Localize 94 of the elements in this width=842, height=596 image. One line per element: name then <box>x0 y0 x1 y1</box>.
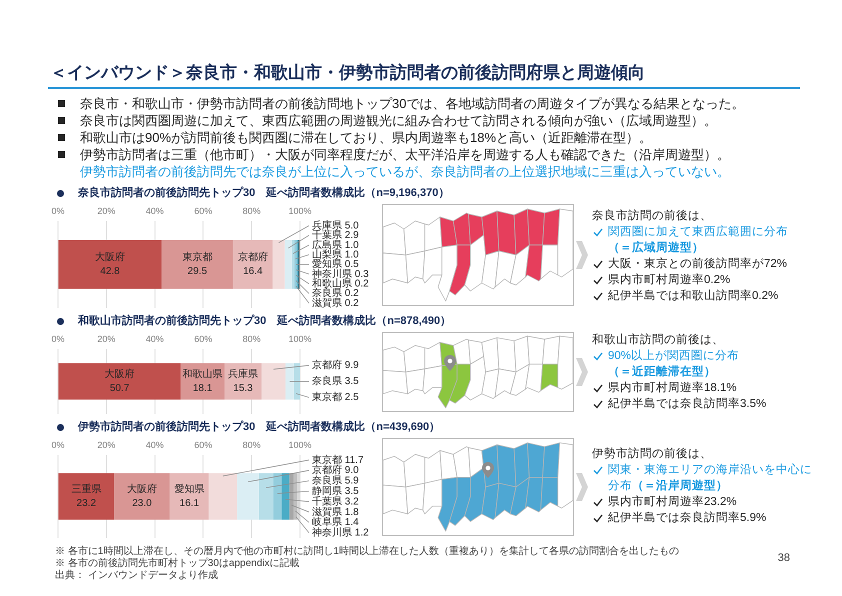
text: ＜インバウンド＞奈良市・和歌山市・伊勢市訪問者の前後訪問府県と周遊傾向 <box>50 62 645 84</box>
text: ※ 各市の前後訪問先市町村トップ30はappendixに記載 <box>55 558 300 570</box>
bar <box>58 240 162 289</box>
x-tick-label: 0% <box>51 206 65 216</box>
series-label: 愛知県 <box>174 483 204 496</box>
bar <box>114 473 170 520</box>
bar <box>258 473 274 520</box>
x-tick-label: 60% <box>194 334 212 344</box>
x-tick-label: 100% <box>288 206 312 216</box>
bar <box>272 240 285 289</box>
text: 奈良市・和歌山市・伊勢市訪問者の前後訪問地トップ30では、各地域訪問者の周遊タイプが異なる結果となった。 <box>80 95 744 112</box>
data-label: 23.0 <box>132 498 152 510</box>
x-tick-label: 100% <box>288 440 312 450</box>
text: 岐阜県 1.4 <box>312 517 359 528</box>
text: 山梨県 1.0 <box>312 249 359 260</box>
series-label: 東京都 <box>182 251 212 264</box>
text: 伊勢市訪問の前後は、 <box>592 446 712 462</box>
chart-title: 和歌山市訪問者の前後訪問先トップ30 延べ訪問者数構成比（n=878,490） <box>78 314 452 329</box>
text: 静岡県 3.5 <box>312 486 359 497</box>
text: 関西圏に加えて東西広範囲に分布（＝広域周遊型） <box>608 226 788 254</box>
bar <box>285 363 294 400</box>
bar <box>208 473 238 520</box>
text: 紀伊半島では和歌山訪問率0.2% <box>608 288 778 304</box>
text: 伊勢市訪問者は三重（他市町）・大阪が同率程度だが、太平洋沿岸を周遊する人も確認できた（沿岸周遊型）。 <box>80 146 730 163</box>
bar <box>162 240 233 289</box>
x-tick-label: 80% <box>242 206 261 216</box>
text: 東京都 11.7 <box>312 454 364 466</box>
text: 90%以上が関西圏に分布（＝近距離滞在型） <box>608 350 740 378</box>
bar <box>294 363 300 400</box>
x-tick-label: 20% <box>97 440 116 450</box>
text: 和歌山市訪問の前後は、 <box>592 332 724 348</box>
text: 大阪・東京との前後訪問率が72% <box>608 256 788 272</box>
series-label: 和歌山県 <box>182 368 223 380</box>
text: 奈良県 3.5 <box>312 376 359 388</box>
chart-title: 奈良市訪問者の前後訪問先トップ30 延べ訪問者数構成比（n=9,196,370） <box>78 186 450 201</box>
x-tick-label: 20% <box>97 206 116 216</box>
text: 38 <box>778 552 790 564</box>
text: 京都府 9.0 <box>312 465 359 476</box>
text: 東京都 2.5 <box>312 392 359 404</box>
text: 滋賀県 0.2 <box>312 298 359 309</box>
bar <box>282 473 290 520</box>
data-label: 50.7 <box>110 383 130 394</box>
series-label: 大阪府 <box>126 483 157 496</box>
x-tick-label: 0% <box>51 440 65 450</box>
text: 県内市町村周遊率23.2% <box>608 494 737 510</box>
data-label: 18.1 <box>192 383 213 394</box>
text: 神奈川県 0.3 <box>312 268 369 280</box>
text: 奈良市訪問の前後は、 <box>592 208 712 224</box>
data-label: 23.2 <box>76 498 96 510</box>
bar <box>273 473 282 520</box>
text: 奈良市は関西圏周遊に加えて、東西広範囲の周遊観光に組み合わせて訪問される傾向が強い（広域周遊型）。 <box>80 112 717 129</box>
series-label: 大阪府 <box>104 368 135 380</box>
bar <box>237 473 259 520</box>
text: 県内市町村周遊率0.2% <box>608 272 730 288</box>
x-tick-label: 20% <box>97 334 116 344</box>
bar <box>58 473 114 520</box>
data-label: 29.5 <box>188 266 208 278</box>
source-note: 出典： インバウンドデータより作成 <box>55 570 218 582</box>
chart-title: 伊勢市訪問者の前後訪問先トップ30 延べ訪問者数構成比（n=439,690） <box>78 420 440 435</box>
text: 神奈川県 1.2 <box>312 528 369 539</box>
text: 奈良県 0.2 <box>312 288 359 300</box>
x-tick-label: 0% <box>51 334 65 344</box>
data-label: 15.3 <box>233 383 254 394</box>
text: 京都府 9.9 <box>312 360 359 372</box>
x-tick-label: 80% <box>242 334 261 344</box>
x-tick-label: 60% <box>194 440 212 450</box>
bar <box>284 240 292 289</box>
series-label: 大阪府 <box>94 251 125 264</box>
x-tick-label: 40% <box>146 334 164 344</box>
bar <box>262 363 286 400</box>
x-tick-label: 100% <box>288 334 312 344</box>
text: 紀伊半島では奈良訪問率3.5% <box>608 396 766 412</box>
bar <box>58 363 181 400</box>
text: 和歌山市は90%が訪問前後も関西圏に滞在しており、県内周遊率も18%と高い（近距離滞在型）。 <box>80 129 652 146</box>
x-tick-label: 80% <box>242 440 261 450</box>
x-tick-label: 40% <box>146 206 164 216</box>
text: ※ 各市に1時間以上滞在し、その暦月内で他の市町村に訪問し1時間以上滞在した人数（重複あり）を集計して各県の訪問割合を出したもの <box>55 546 679 558</box>
series-label: 兵庫県 <box>228 368 258 380</box>
text: 紀伊半島では奈良訪問率5.9% <box>608 510 766 526</box>
data-label: 16.1 <box>180 498 200 510</box>
text: 千葉県 3.2 <box>312 496 359 508</box>
series-label: 京都府 <box>238 251 268 264</box>
x-tick-label: 40% <box>146 440 164 450</box>
data-label: 42.8 <box>100 266 120 278</box>
bar <box>294 240 297 289</box>
text: 伊勢市訪問者の前後訪問先では奈良が上位に入っているが、奈良訪問者の上位選択地域に三重は入っていない。 <box>80 163 730 180</box>
data-label: 16.4 <box>243 266 263 278</box>
text: 関東・東海エリアの海岸沿いを中心に分布（＝沿岸周遊型） <box>608 464 812 492</box>
text: 県内市町村周遊率18.1% <box>608 380 737 396</box>
text: 兵庫県 5.0 <box>312 220 359 232</box>
text: 滋賀県 1.8 <box>312 506 359 518</box>
x-tick-label: 60% <box>194 206 212 216</box>
series-label: 三重県 <box>71 483 102 496</box>
text: 奈良県 5.9 <box>312 476 359 487</box>
